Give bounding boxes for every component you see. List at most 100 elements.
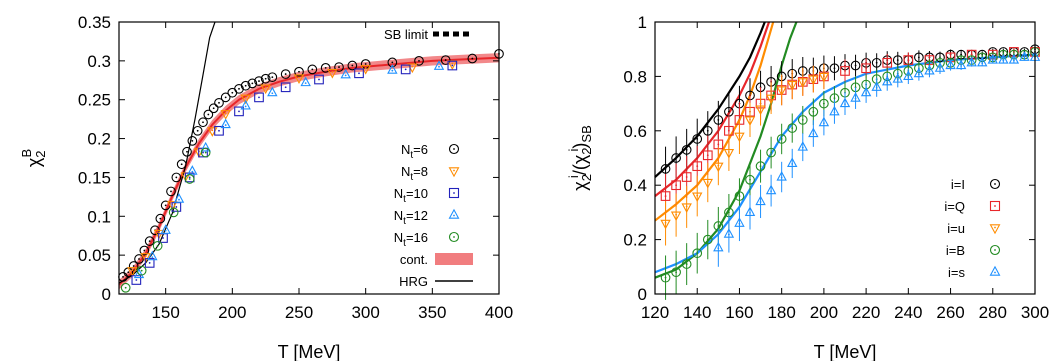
data-point <box>776 86 787 97</box>
data-point <box>840 66 850 76</box>
sb-limit-label: SB limit <box>384 27 428 42</box>
data-point <box>347 60 358 71</box>
data-point <box>892 55 903 65</box>
data-point <box>987 54 999 64</box>
data-point <box>702 150 713 161</box>
data-point <box>713 162 724 173</box>
x-tick-label: 150 <box>151 303 179 322</box>
data-point <box>966 56 977 67</box>
data-point <box>267 72 278 83</box>
data-point <box>744 206 756 216</box>
data-point <box>240 94 251 105</box>
y-tick-label: 0 <box>102 285 111 304</box>
data-point <box>681 203 692 214</box>
data-point <box>120 282 131 293</box>
y-tick-label: 0.4 <box>623 176 647 195</box>
data-point <box>234 83 244 94</box>
legend-swatch <box>448 187 460 199</box>
data-point <box>913 67 925 78</box>
data-point <box>147 250 158 261</box>
x-axis-label-right: T [MeV] <box>814 342 877 361</box>
data-point <box>976 56 988 67</box>
x-tick-label: 200 <box>810 303 838 322</box>
data-point <box>254 92 264 103</box>
data-point <box>240 99 251 110</box>
x-tick-label: 260 <box>936 303 964 322</box>
data-point <box>755 105 766 116</box>
data-point <box>134 254 144 264</box>
data-point <box>234 106 244 117</box>
data-point <box>327 68 338 79</box>
data-point <box>850 92 861 102</box>
y-tick-label: 0.6 <box>623 122 647 141</box>
data-point <box>671 153 681 163</box>
legend-swatch <box>989 200 1001 212</box>
data-point <box>140 253 151 263</box>
data-point <box>152 240 163 251</box>
data-point <box>765 94 777 105</box>
data-point <box>187 165 198 175</box>
data-point <box>860 86 872 97</box>
data-point <box>808 75 819 86</box>
data-point <box>818 72 830 83</box>
y-axis-label-left: χ2B <box>19 149 48 167</box>
data-point <box>818 116 830 127</box>
data-point <box>1019 51 1030 61</box>
data-point <box>173 193 185 203</box>
legend-label: Nt=12 <box>394 208 428 227</box>
legend-swatch <box>448 208 460 219</box>
data-point <box>797 141 809 151</box>
legend-label: Nt=16 <box>394 230 428 249</box>
data-point <box>387 64 398 74</box>
plot-frame-right <box>654 21 1036 295</box>
x-tick-label: 280 <box>979 303 1007 322</box>
data-point <box>765 184 777 195</box>
data-point <box>681 172 692 182</box>
data-point <box>786 157 798 167</box>
data-point <box>786 81 798 91</box>
data-point <box>144 258 155 268</box>
legend-label: i=B <box>946 243 965 258</box>
data-point <box>198 117 208 128</box>
data-point <box>182 146 192 157</box>
data-point <box>671 267 681 278</box>
data-point <box>414 56 424 66</box>
legend-label: i=u <box>947 221 965 236</box>
data-point <box>260 73 271 84</box>
data-point <box>1008 54 1020 64</box>
y-tick-label: 0.8 <box>623 67 647 86</box>
x-tick-label: 240 <box>894 303 922 322</box>
data-point <box>681 144 692 155</box>
data-point <box>220 92 231 103</box>
data-point <box>871 81 882 91</box>
data-point <box>214 125 224 136</box>
data-point <box>702 234 713 245</box>
data-point <box>254 76 264 86</box>
data-point <box>300 76 311 87</box>
data-point <box>267 86 278 97</box>
data-point <box>839 97 851 108</box>
legend-label: i=I <box>951 177 965 192</box>
data-point <box>314 74 324 85</box>
legend-label: cont. <box>400 252 428 267</box>
x-tick-label: 250 <box>285 303 313 322</box>
legend-swatch <box>448 231 460 243</box>
data-point <box>881 75 893 86</box>
x-tick-label: 200 <box>218 303 246 322</box>
data-point <box>808 127 819 138</box>
data-point <box>280 69 291 79</box>
y-tick-label: 0.15 <box>78 168 111 187</box>
x-tick-label: 400 <box>485 303 513 322</box>
data-point <box>260 84 271 95</box>
data-point <box>903 70 914 80</box>
data-point <box>136 265 147 276</box>
data-point <box>671 180 681 191</box>
data-point <box>128 261 139 271</box>
data-point <box>998 54 1009 64</box>
data-point <box>139 245 150 256</box>
y-tick-label: 0.2 <box>623 231 647 250</box>
x-tick-label: 300 <box>351 303 379 322</box>
data-point <box>400 64 411 75</box>
data-point <box>734 191 745 201</box>
data-point <box>808 106 819 117</box>
